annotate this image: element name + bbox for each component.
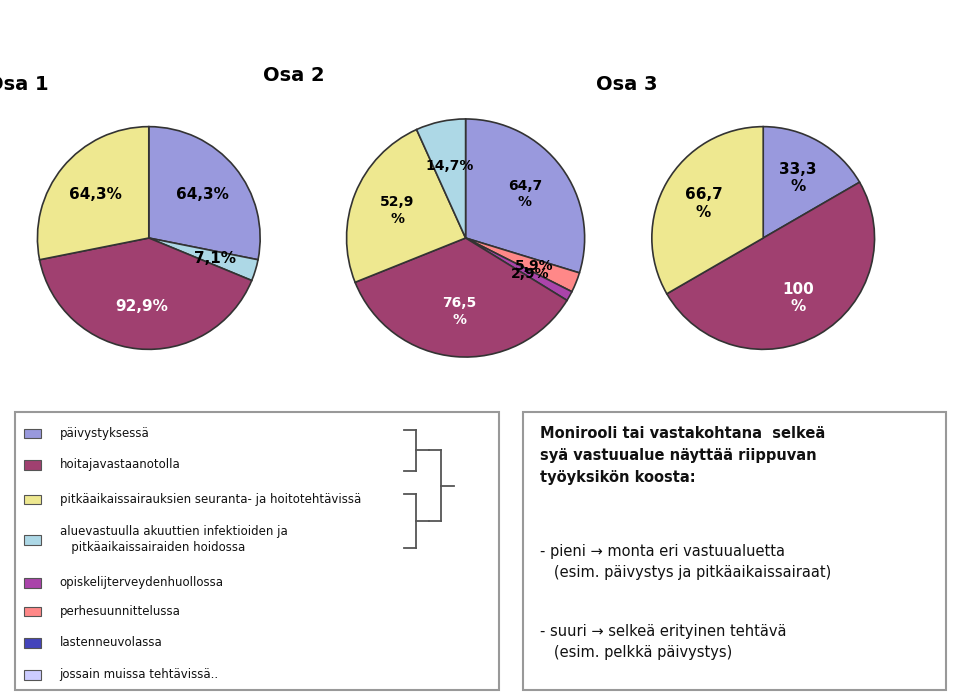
Wedge shape <box>347 130 466 282</box>
Text: - suuri → selkeä erityinen tehtävä
   (esim. pelkkä päivystys): - suuri → selkeä erityinen tehtävä (esim… <box>540 624 787 660</box>
Wedge shape <box>417 119 466 238</box>
Text: hoitajavastaanotolla: hoitajavastaanotolla <box>60 458 180 471</box>
FancyBboxPatch shape <box>24 670 41 680</box>
Text: 64,7
%: 64,7 % <box>508 179 542 209</box>
Text: 14,7%: 14,7% <box>426 159 474 173</box>
Text: 100
%: 100 % <box>781 281 814 314</box>
Text: Osa 3: Osa 3 <box>596 76 658 94</box>
FancyBboxPatch shape <box>24 428 41 438</box>
Wedge shape <box>652 127 763 294</box>
Text: päivystyksessä: päivystyksessä <box>60 427 149 440</box>
Text: MIHIN TEHTÄVIIN RESEPTIHOITAJAT SIJOITTUNEET: MIHIN TEHTÄVIIN RESEPTIHOITAJAT SIJOITTU… <box>17 21 753 52</box>
Text: jossain muissa tehtävissä..: jossain muissa tehtävissä.. <box>60 668 219 681</box>
Text: pitkäaikaissairauksien seuranta- ja hoitotehtävissä: pitkäaikaissairauksien seuranta- ja hoit… <box>60 493 361 506</box>
Text: 66,7
%: 66,7 % <box>684 188 722 220</box>
Wedge shape <box>149 127 260 260</box>
FancyBboxPatch shape <box>24 638 41 648</box>
Text: 64,3%: 64,3% <box>69 187 122 202</box>
FancyBboxPatch shape <box>24 578 41 588</box>
Text: lastenneuvolassa: lastenneuvolassa <box>60 636 162 650</box>
FancyBboxPatch shape <box>24 607 41 617</box>
Text: 52,9
%: 52,9 % <box>380 195 415 225</box>
Wedge shape <box>149 238 258 281</box>
Wedge shape <box>763 127 859 238</box>
Text: aluevastuulla akuuttien infektioiden ja
   pitkäaikaissairaiden hoidossa: aluevastuulla akuuttien infektioiden ja … <box>60 525 287 554</box>
Wedge shape <box>466 238 572 300</box>
Text: 64,3%: 64,3% <box>176 187 228 202</box>
Text: Osa 1: Osa 1 <box>0 76 49 94</box>
Wedge shape <box>39 238 252 349</box>
Text: 2,9%: 2,9% <box>511 267 549 281</box>
FancyBboxPatch shape <box>14 412 499 690</box>
Text: Osa 2: Osa 2 <box>263 66 324 85</box>
Text: 92,9%: 92,9% <box>115 299 169 314</box>
Text: 76,5
%: 76,5 % <box>443 296 476 327</box>
Wedge shape <box>667 182 875 349</box>
Text: - pieni → monta eri vastuualuetta
   (esim. päivystys ja pitkäaikaissairaat): - pieni → monta eri vastuualuetta (esim.… <box>540 544 831 580</box>
Text: Monirooli tai vastakohtana  selkeä
syä vastuualue näyttää riippuvan
työyksikön k: Monirooli tai vastakohtana selkeä syä va… <box>540 426 826 486</box>
Text: 33,3
%: 33,3 % <box>779 162 816 195</box>
Text: perhesuunnittelussa: perhesuunnittelussa <box>60 605 180 617</box>
Wedge shape <box>355 238 567 357</box>
Wedge shape <box>37 127 149 260</box>
Text: 5,9%: 5,9% <box>515 258 553 272</box>
Text: 7,1%: 7,1% <box>194 251 236 265</box>
FancyBboxPatch shape <box>24 535 41 545</box>
FancyBboxPatch shape <box>24 460 41 470</box>
FancyBboxPatch shape <box>523 412 947 690</box>
FancyBboxPatch shape <box>24 495 41 505</box>
Wedge shape <box>466 238 580 292</box>
Wedge shape <box>466 119 585 273</box>
Text: opiskelijterveydenhuollossa: opiskelijterveydenhuollossa <box>60 576 224 589</box>
